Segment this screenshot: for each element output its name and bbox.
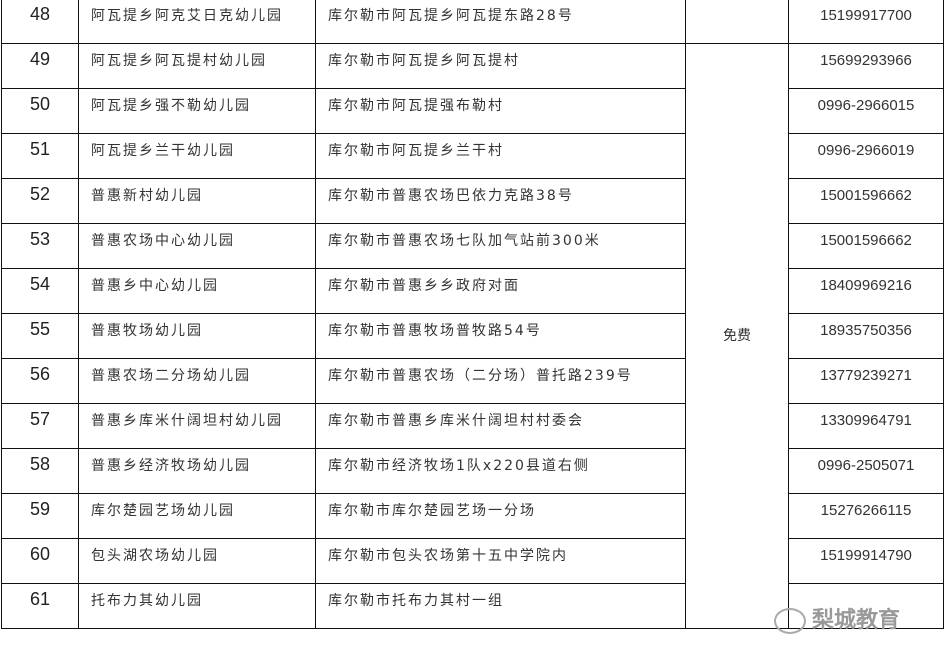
kindergarten-address: 库尔勒市普惠农场七队加气站前300米 (315, 223, 686, 269)
fee-cell (685, 0, 789, 44)
row-number: 50 (1, 88, 79, 134)
row-number: 53 (1, 223, 79, 269)
row-number: 57 (1, 403, 79, 449)
fee-merged-cell: 免费 (685, 43, 789, 629)
table-row: 54 普惠乡中心幼儿园 库尔勒市普惠乡乡政府对面 18409969216 (1, 268, 944, 314)
row-number: 48 (1, 0, 79, 44)
phone-number: 15001596662 (788, 178, 944, 224)
kindergarten-table: 48 阿瓦提乡阿克艾日克幼儿园 库尔勒市阿瓦提乡阿瓦提东路28号 1519991770… (1, 0, 944, 629)
phone-number: 15001596662 (788, 223, 944, 269)
phone-number: 15199917700 (788, 0, 944, 44)
table-row: 49 阿瓦提乡阿瓦提村幼儿园 库尔勒市阿瓦提乡阿瓦提村 免费 15699293966 (1, 43, 944, 629)
kindergarten-address: 库尔勒市经济牧场1队x220县道右侧 (315, 448, 686, 494)
kindergarten-address: 库尔勒市库尔楚园艺场一分场 (315, 493, 686, 539)
table-row: 50 阿瓦提乡强不勒幼儿园 库尔勒市阿瓦提强布勒村 0996-2966015 (1, 88, 944, 134)
row-number: 54 (1, 268, 79, 314)
kindergarten-name: 普惠乡经济牧场幼儿园 (78, 448, 316, 494)
kindergarten-name: 阿瓦提乡阿瓦提村幼儿园 (78, 43, 316, 89)
phone-number: 15199914790 (788, 538, 944, 584)
kindergarten-name: 阿瓦提乡强不勒幼儿园 (78, 88, 316, 134)
phone-number: 0996-2505071 (788, 448, 944, 494)
watermark: 梨城教育 (774, 608, 900, 634)
kindergarten-name: 托布力其幼儿园 (78, 583, 316, 629)
kindergarten-address: 库尔勒市普惠乡库米什阔坦村村委会 (315, 403, 686, 449)
kindergarten-name: 库尔楚园艺场幼儿园 (78, 493, 316, 539)
kindergarten-name: 普惠乡中心幼儿园 (78, 268, 316, 314)
kindergarten-name: 普惠新村幼儿园 (78, 178, 316, 224)
row-number: 49 (1, 43, 79, 89)
table-row: 58 普惠乡经济牧场幼儿园 库尔勒市经济牧场1队x220县道右侧 0996-25050… (1, 448, 944, 494)
phone-number: 13309964791 (788, 403, 944, 449)
table-row: 55 普惠牧场幼儿园 库尔勒市普惠牧场普牧路54号 18935750356 (1, 313, 944, 359)
table-row: 59 库尔楚园艺场幼儿园 库尔勒市库尔楚园艺场一分场 15276266115 (1, 493, 944, 539)
phone-number: 15276266115 (788, 493, 944, 539)
phone-number (788, 583, 944, 629)
table-row: 48 阿瓦提乡阿克艾日克幼儿园 库尔勒市阿瓦提乡阿瓦提东路28号 1519991770… (1, 0, 944, 44)
watermark-text: 梨城教育 (812, 608, 901, 633)
row-number: 61 (1, 583, 79, 629)
phone-number: 13779239271 (788, 358, 944, 404)
table-row: 53 普惠农场中心幼儿园 库尔勒市普惠农场七队加气站前300米 15001596662 (1, 223, 944, 269)
kindergarten-address: 库尔勒市包头农场第十五中学院内 (315, 538, 686, 584)
row-number: 60 (1, 538, 79, 584)
phone-number: 18409969216 (788, 268, 944, 314)
phone-number: 18935750356 (788, 313, 944, 359)
table-row: 52 普惠新村幼儿园 库尔勒市普惠农场巴依力克路38号 15001596662 (1, 178, 944, 224)
kindergarten-name: 普惠农场中心幼儿园 (78, 223, 316, 269)
kindergarten-address: 库尔勒市阿瓦提乡阿瓦提东路28号 (315, 0, 686, 44)
kindergarten-name: 阿瓦提乡阿克艾日克幼儿园 (78, 0, 316, 44)
kindergarten-address: 库尔勒市阿瓦提强布勒村 (315, 88, 686, 134)
row-number: 52 (1, 178, 79, 224)
table-row: 57 普惠乡库米什阔坦村幼儿园 库尔勒市普惠乡库米什阔坦村村委会 1330996479… (1, 403, 944, 449)
kindergarten-address: 库尔勒市托布力其村一组 (315, 583, 686, 629)
kindergarten-address: 库尔勒市普惠乡乡政府对面 (315, 268, 686, 314)
kindergarten-address: 库尔勒市阿瓦提乡阿瓦提村 (315, 43, 686, 89)
row-number: 51 (1, 133, 79, 179)
kindergarten-address: 库尔勒市普惠牧场普牧路54号 (315, 313, 686, 359)
phone-number: 0996-2966015 (788, 88, 944, 134)
kindergarten-address: 库尔勒市阿瓦提乡兰干村 (315, 133, 686, 179)
row-number: 56 (1, 358, 79, 404)
kindergarten-address: 库尔勒市普惠农场巴依力克路38号 (315, 178, 686, 224)
phone-number: 15699293966 (788, 43, 944, 89)
table-row: 60 包头湖农场幼儿园 库尔勒市包头农场第十五中学院内 15199914790 (1, 538, 944, 584)
table-row: 61 托布力其幼儿园 库尔勒市托布力其村一组 (1, 583, 944, 629)
kindergarten-address: 库尔勒市普惠农场（二分场）普托路239号 (315, 358, 686, 404)
table-row: 56 普惠农场二分场幼儿园 库尔勒市普惠农场（二分场）普托路239号 13779239… (1, 358, 944, 404)
wechat-icon (774, 608, 806, 634)
row-number: 55 (1, 313, 79, 359)
kindergarten-name: 普惠牧场幼儿园 (78, 313, 316, 359)
phone-number: 0996-2966019 (788, 133, 944, 179)
table-row: 51 阿瓦提乡兰干幼儿园 库尔勒市阿瓦提乡兰干村 0996-2966019 (1, 133, 944, 179)
kindergarten-name: 包头湖农场幼儿园 (78, 538, 316, 584)
kindergarten-name: 普惠乡库米什阔坦村幼儿园 (78, 403, 316, 449)
row-number: 58 (1, 448, 79, 494)
kindergarten-name: 阿瓦提乡兰干幼儿园 (78, 133, 316, 179)
kindergarten-name: 普惠农场二分场幼儿园 (78, 358, 316, 404)
row-number: 59 (1, 493, 79, 539)
